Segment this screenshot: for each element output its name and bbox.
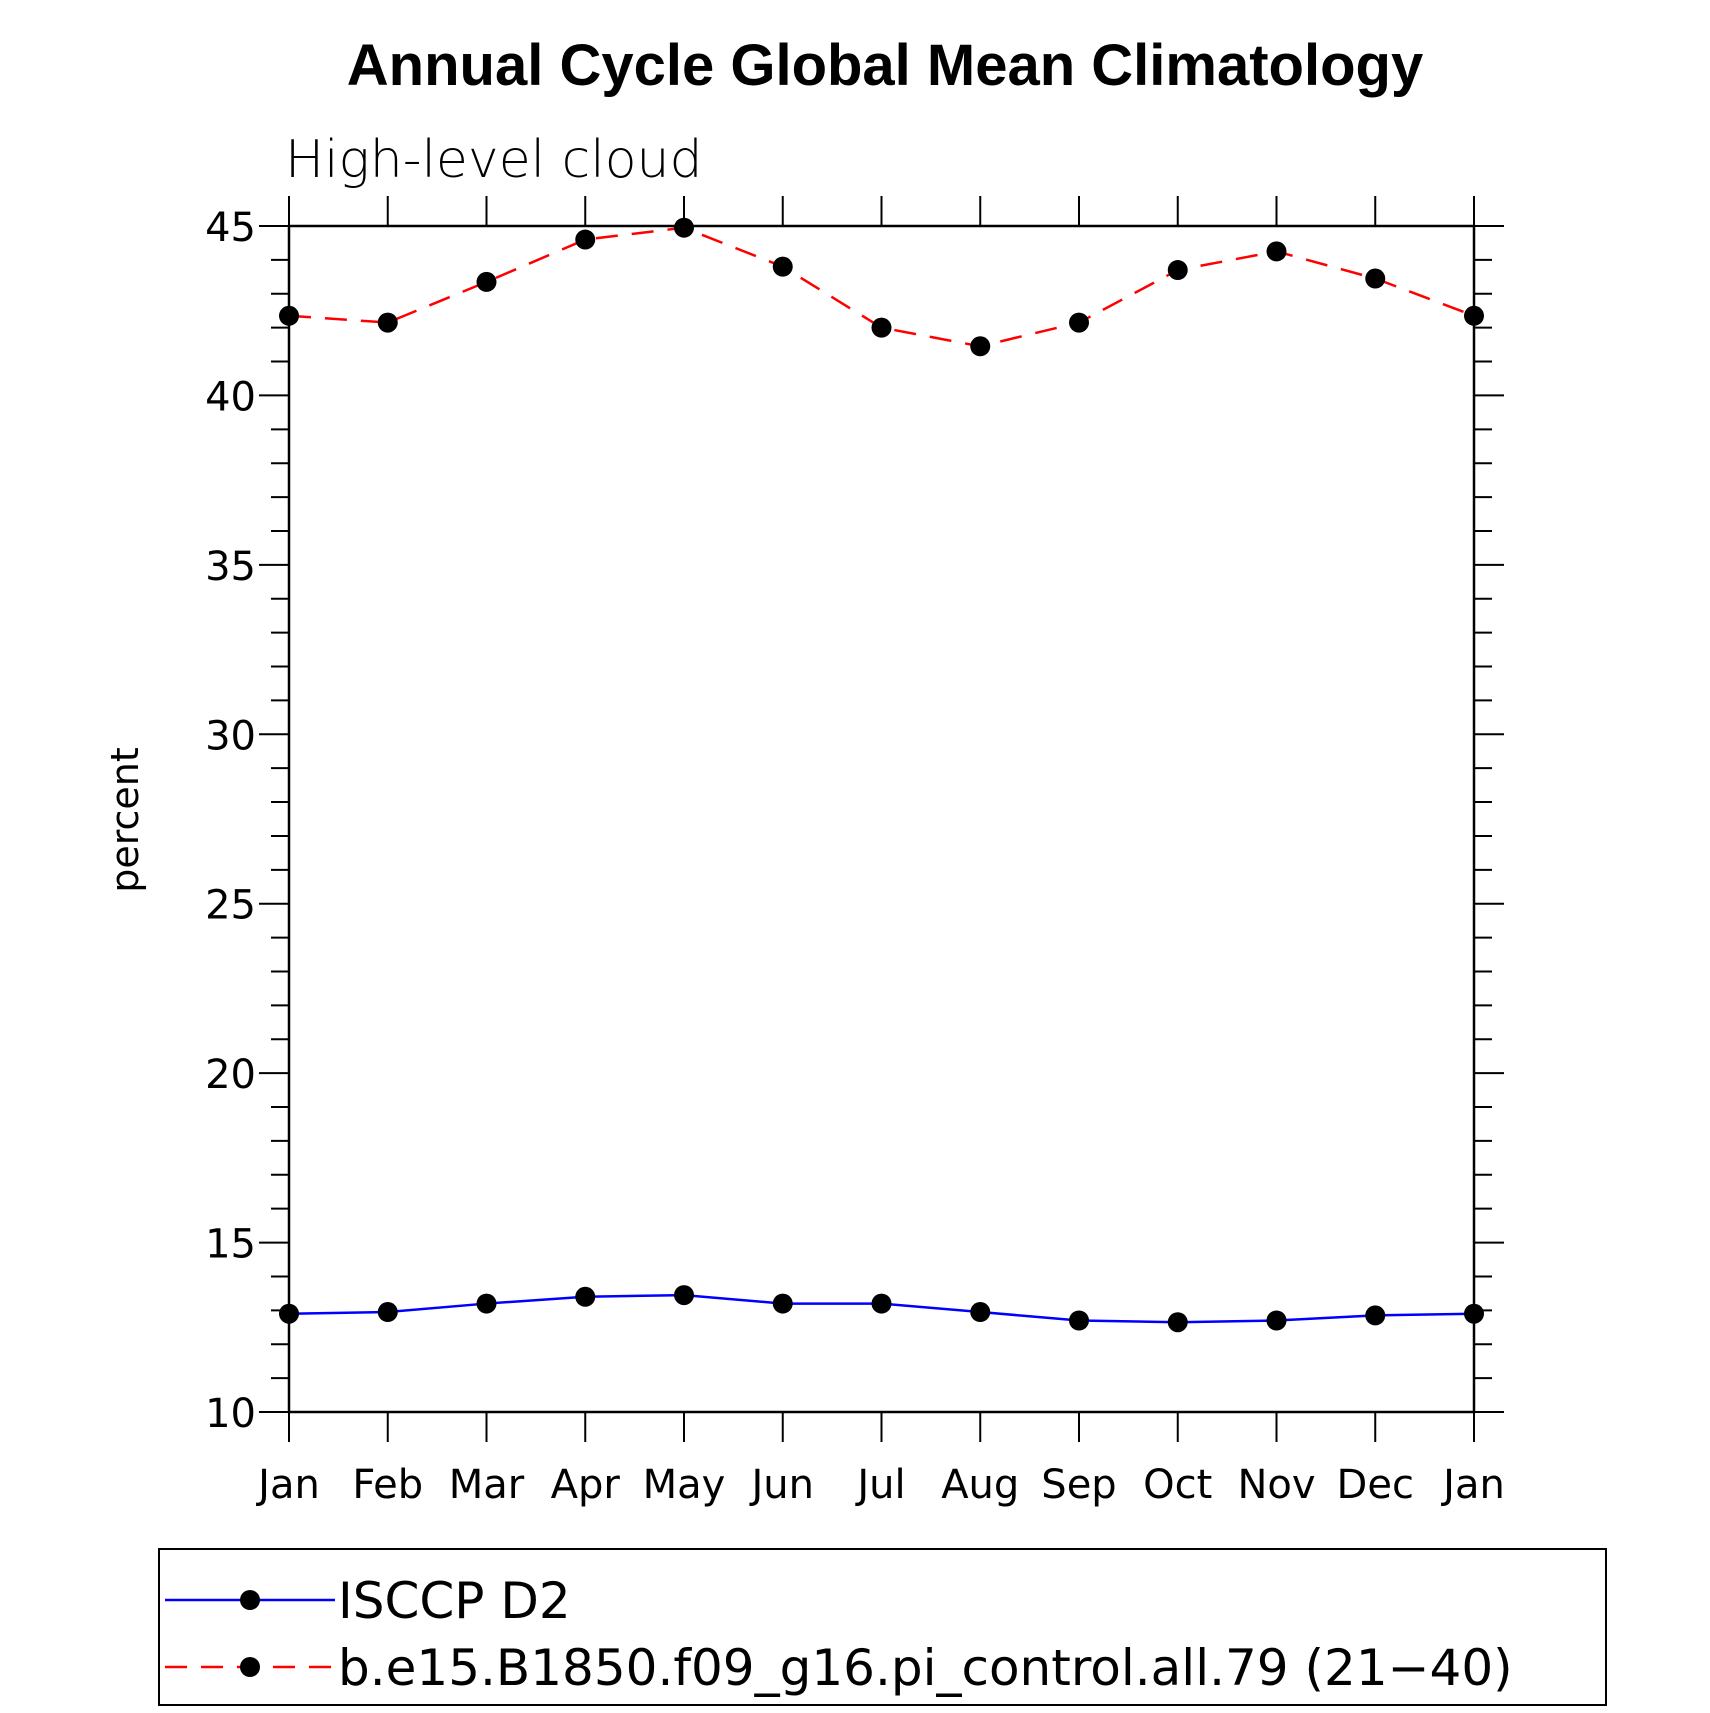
data-point <box>279 305 299 326</box>
axes: 10 15 20 25 30 35 40 45 Jan Feb Mar Apr May Jun Jul Aug… <box>205 196 1505 1508</box>
y-tick-label: 10 <box>205 1391 256 1437</box>
data-point <box>575 229 596 250</box>
data-point <box>1167 260 1188 281</box>
data-point <box>1365 1305 1386 1326</box>
x-tick-label: Jan <box>255 1462 320 1508</box>
x-tick-label: Mar <box>449 1462 525 1508</box>
data-point <box>1266 1310 1287 1331</box>
x-tick-label: May <box>643 1462 726 1508</box>
data-point <box>970 336 991 357</box>
y-tick-label: 15 <box>205 1222 256 1268</box>
x-tick-label: Nov <box>1237 1462 1315 1508</box>
y-axis-label: percent <box>103 747 147 893</box>
data-point <box>377 1302 398 1323</box>
data-point <box>476 1293 497 1314</box>
data-point <box>1464 1303 1484 1324</box>
legend-marker-0 <box>240 1590 260 1610</box>
chart-subtitle: High-level cloud <box>285 130 702 190</box>
y-tick-label: 35 <box>205 544 256 590</box>
legend-marker-1 <box>240 1657 260 1677</box>
x-tick-label: Jul <box>854 1462 905 1508</box>
legend-box <box>158 1548 1607 1706</box>
data-point <box>377 312 398 333</box>
legend: ISCCP D2 b.e15.B1850.f09_g16.pi_control.a… <box>165 1572 1513 1697</box>
x-tick-label: Oct <box>1143 1462 1212 1508</box>
legend-label-0: ISCCP D2 <box>338 1572 571 1630</box>
data-point <box>1266 241 1287 262</box>
x-tick-label: Jan <box>1440 1462 1505 1508</box>
data-point <box>575 1286 596 1307</box>
y-tick-label: 20 <box>205 1052 256 1098</box>
data-point <box>674 217 694 238</box>
data-point <box>1069 312 1089 333</box>
data-point <box>476 271 497 292</box>
data-point <box>1464 305 1484 326</box>
y-tick-label: 30 <box>205 713 256 759</box>
x-tick-label: Apr <box>551 1462 621 1508</box>
chart-title: Annual Cycle Global Mean Climatology <box>347 33 1423 98</box>
x-tick-label: Aug <box>941 1462 1019 1508</box>
x-tick-label: Dec <box>1337 1462 1414 1508</box>
y-tick-label: 25 <box>205 883 256 929</box>
data-point <box>279 1303 299 1324</box>
data-point <box>1365 268 1386 289</box>
x-tick-label: Jun <box>749 1462 815 1508</box>
data-point <box>772 256 793 277</box>
data-point <box>1167 1312 1188 1333</box>
y-tick-label: 40 <box>205 374 256 420</box>
series-layer <box>279 217 1484 1333</box>
data-point <box>871 317 892 338</box>
x-tick-label: Feb <box>352 1462 423 1508</box>
data-point <box>871 1293 892 1314</box>
y-tick-label: 45 <box>205 205 256 251</box>
x-tick-label: Sep <box>1041 1462 1116 1508</box>
data-point <box>1069 1310 1089 1331</box>
data-point <box>674 1285 694 1306</box>
data-point <box>772 1293 793 1314</box>
plot-frame <box>287 224 1476 1414</box>
legend-label-1: b.e15.B1850.f09_g16.pi_control.all.79 (2… <box>338 1639 1513 1697</box>
data-point <box>970 1302 991 1323</box>
